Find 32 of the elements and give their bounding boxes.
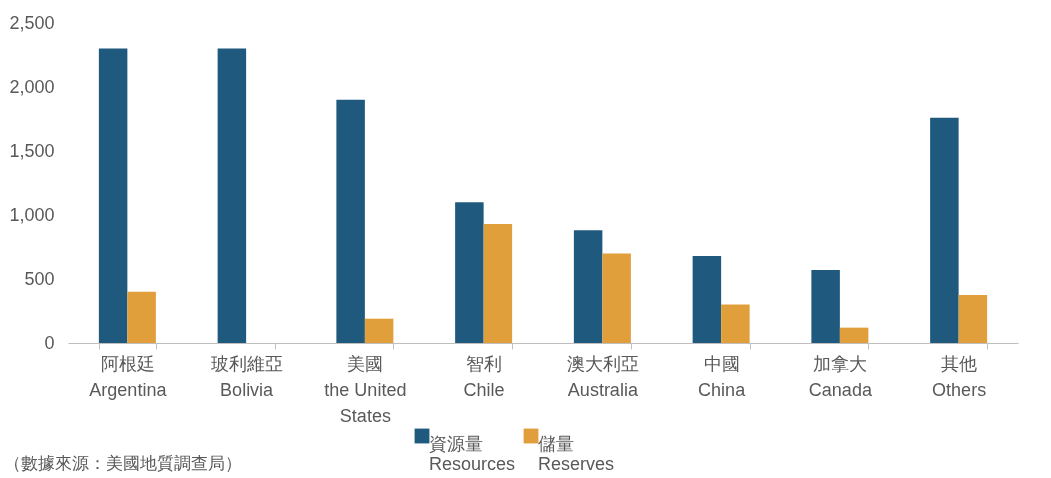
x-tick-label: 其他 Others bbox=[932, 353, 987, 400]
bar bbox=[98, 48, 128, 343]
bar bbox=[839, 327, 869, 343]
bar bbox=[217, 48, 247, 343]
x-tick-label: 智利 Chile bbox=[463, 353, 505, 400]
text: （數據來源：美國地質調查局） bbox=[4, 453, 242, 475]
bar bbox=[455, 202, 484, 343]
x-tick-label: 阿根廷 Argentina bbox=[89, 353, 168, 400]
bar bbox=[958, 295, 988, 343]
y-tick-label: 2,000 bbox=[9, 76, 55, 97]
y-tick-label: 500 bbox=[24, 268, 55, 289]
bar bbox=[364, 318, 394, 343]
x-tick-label: 加拿大 Canada bbox=[808, 353, 873, 400]
y-tick-label: 1,500 bbox=[9, 140, 55, 161]
bar bbox=[127, 291, 156, 343]
bar bbox=[483, 223, 513, 343]
bar bbox=[602, 253, 631, 343]
x-tick-label: 中國 China bbox=[698, 353, 747, 400]
x-tick-label: 玻利維亞 Bolivia bbox=[210, 353, 283, 400]
bar bbox=[692, 255, 722, 343]
x-tick-label: 美國 the United States bbox=[324, 353, 407, 426]
y-tick-label: 2,500 bbox=[9, 12, 55, 33]
bar bbox=[930, 117, 959, 343]
legend-label: 儲量 Reserves bbox=[538, 434, 615, 474]
x-tick-label: 澳大利亞 Australia bbox=[566, 353, 639, 400]
bar bbox=[573, 230, 603, 343]
bar bbox=[336, 99, 365, 343]
bar bbox=[721, 304, 750, 343]
bar bbox=[811, 270, 840, 343]
y-tick-label: 0 bbox=[44, 332, 55, 353]
y-tick-label: 1,000 bbox=[9, 204, 55, 225]
legend-label: 資源量 Resources bbox=[429, 434, 516, 474]
